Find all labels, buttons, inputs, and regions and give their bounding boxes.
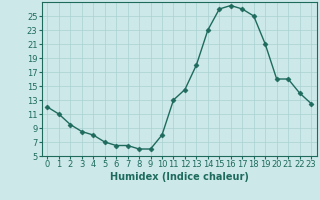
X-axis label: Humidex (Indice chaleur): Humidex (Indice chaleur)	[110, 172, 249, 182]
